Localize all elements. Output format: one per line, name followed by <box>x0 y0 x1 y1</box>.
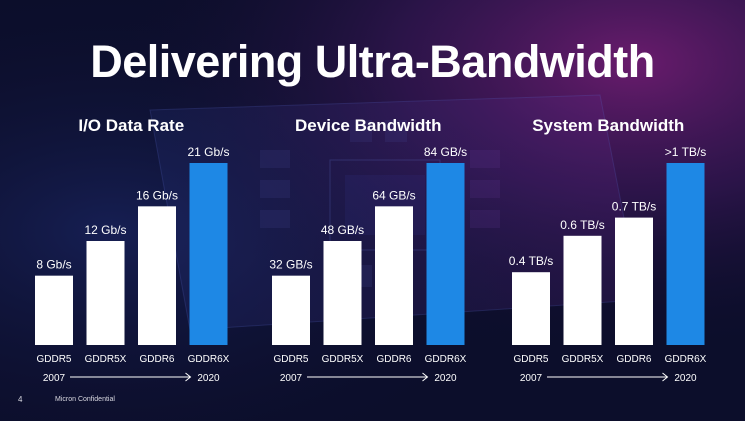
category-label: GDDR5 <box>36 354 71 365</box>
timeline-end-year: 2020 <box>197 373 220 384</box>
bar-gddr6x <box>189 163 228 345</box>
bar-gddr5x <box>563 235 602 345</box>
category-label: GDDR5X <box>562 354 604 365</box>
data-label: >1 TB/s <box>665 145 706 159</box>
slide-number: 4 <box>18 395 23 404</box>
data-label: 21 Gb/s <box>187 145 229 159</box>
data-label: 0.6 TB/s <box>560 218 604 232</box>
timeline-start-year: 2007 <box>520 373 543 384</box>
bar-gddr5x <box>323 241 362 345</box>
data-label: 16 Gb/s <box>136 188 178 202</box>
data-label: 0.4 TB/s <box>509 254 553 268</box>
data-label: 12 Gb/s <box>84 223 126 237</box>
bar-gddr5 <box>512 272 550 345</box>
category-label: GDDR6 <box>376 354 411 365</box>
chart-title: System Bandwidth <box>532 116 684 135</box>
timeline-start-year: 2007 <box>43 373 66 384</box>
data-label: 84 GB/s <box>424 145 467 159</box>
timeline-start-year: 2007 <box>280 373 303 384</box>
bar-gddr5 <box>35 275 73 345</box>
bar-gddr5x <box>86 241 125 345</box>
category-label: GDDR6 <box>139 354 174 365</box>
category-label: GDDR6X <box>188 354 230 365</box>
chart-title: I/O Data Rate <box>78 116 184 135</box>
data-label: 48 GB/s <box>321 223 364 237</box>
bar-gddr6 <box>375 206 413 345</box>
data-label: 32 GB/s <box>269 258 312 272</box>
chart-title: Device Bandwidth <box>295 116 441 135</box>
category-label: GDDR6 <box>616 354 651 365</box>
timeline-arrow-head <box>185 372 192 382</box>
timeline-end-year: 2020 <box>434 373 457 384</box>
bar-gddr6 <box>615 217 653 345</box>
timeline-end-year: 2020 <box>674 373 697 384</box>
bar-gddr6 <box>138 206 176 345</box>
confidential-label: Micron Confidential <box>55 396 115 403</box>
category-label: GDDR6X <box>425 354 467 365</box>
timeline-arrow-head <box>422 372 429 382</box>
category-label: GDDR5X <box>322 354 364 365</box>
category-label: GDDR5 <box>513 354 548 365</box>
slide-title: Delivering Ultra-Bandwidth <box>90 36 655 87</box>
bar-gddr5 <box>272 275 310 345</box>
data-label: 64 GB/s <box>372 188 415 202</box>
data-label: 8 Gb/s <box>36 258 71 272</box>
data-label: 0.7 TB/s <box>612 200 656 214</box>
bar-gddr6x <box>666 163 705 345</box>
timeline-arrow-head <box>662 372 669 382</box>
category-label: GDDR5 <box>273 354 308 365</box>
bar-gddr6x <box>426 163 465 345</box>
category-label: GDDR6X <box>665 354 707 365</box>
category-label: GDDR5X <box>85 354 127 365</box>
